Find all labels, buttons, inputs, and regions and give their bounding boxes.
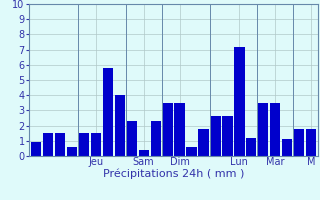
Bar	[174, 103, 185, 156]
Bar	[270, 103, 280, 156]
Bar	[151, 121, 161, 156]
Bar	[210, 116, 220, 156]
Bar	[79, 133, 89, 156]
Bar	[91, 133, 101, 156]
Bar	[31, 142, 41, 156]
Bar	[67, 147, 77, 156]
X-axis label: Précipitations 24h ( mm ): Précipitations 24h ( mm )	[103, 169, 244, 179]
Bar	[234, 47, 244, 156]
Bar	[43, 133, 53, 156]
Bar	[139, 150, 149, 156]
Bar	[306, 129, 316, 156]
Bar	[103, 68, 113, 156]
Bar	[282, 139, 292, 156]
Bar	[55, 133, 65, 156]
Bar	[127, 121, 137, 156]
Bar	[294, 129, 304, 156]
Bar	[163, 103, 173, 156]
Bar	[246, 138, 256, 156]
Bar	[198, 129, 209, 156]
Bar	[115, 95, 125, 156]
Bar	[258, 103, 268, 156]
Bar	[187, 147, 196, 156]
Bar	[222, 116, 233, 156]
